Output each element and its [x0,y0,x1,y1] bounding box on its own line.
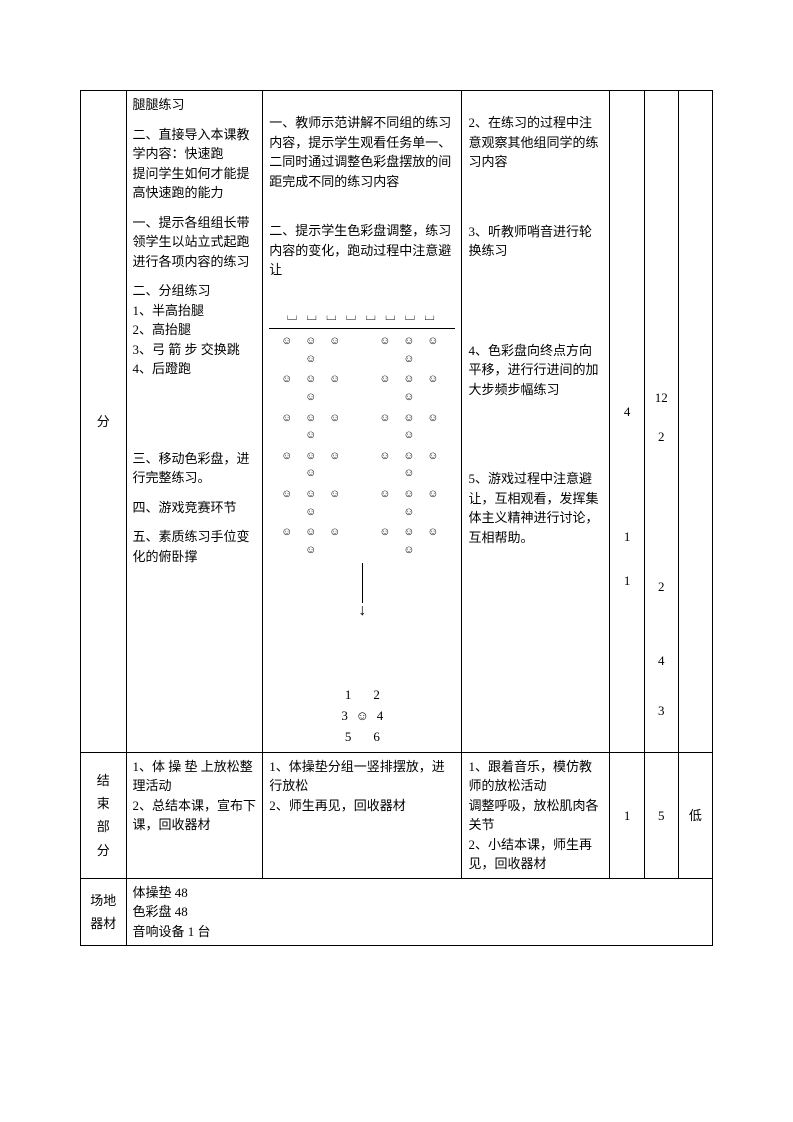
act-p5: 四、游戏竞赛环节 [133,498,257,518]
section-label-end: 结束部分 [81,752,127,878]
page: 分 腿腿练习 二、直接导入本课教学内容：快速跑提问学生如何才能提高快速跑的能力 … [0,0,793,1122]
min-2: 2 [651,427,672,447]
student-p4: 5、游戏过程中注意避让，互相观看，发挥集体主义精神进行讨论，互相帮助。 [468,469,603,547]
pos-5: 5 [337,727,359,748]
table-row-equipment: 场地器材 体操垫 48色彩盘 48音响设备 1 台 [81,878,713,946]
end-intensity: 低 [678,752,712,878]
teacher-p1: 一、教师示范讲解不同组的练习内容，提示学生观看任务单一、二同时通过调整色彩盘摆放… [269,113,455,191]
section-label-main: 分 [81,91,127,753]
cell-activities: 腿腿练习 二、直接导入本课教学内容：快速跑提问学生如何才能提高快速跑的能力 一、… [126,91,263,753]
teacher-p2: 二、提示学生色彩盘调整，练习内容的变化，跑动过程中注意避让 [269,221,455,280]
pos-3: 3 [334,706,356,727]
cell-student: 2、在练习的过程中注意观察其他组同学的练习内容 3、听教师哨音进行轮换练习 4、… [462,91,610,753]
equipment-label: 场地器材 [81,878,127,946]
cell-minutes: 12 2 2 4 3 [644,91,678,753]
arrow-down: ↓ [269,563,455,619]
center-face: ☺ [356,708,369,723]
times-3: 1 [616,571,637,591]
equipment-content: 体操垫 48色彩盘 48音响设备 1 台 [126,878,712,946]
section-label-text: 分 [97,414,110,429]
end-student: 1、跟着音乐，模仿教师的放松活动调整呼吸，放松肌肉各关节2、小结本课，师生再见，… [462,752,610,878]
end-teacher: 1、体操垫分组一竖排摆放，进行放松2、师生再见，回收器材 [263,752,462,878]
act-p2: 一、提示各组组长带领学生以站立式起跑进行各项内容的练习 [133,213,257,272]
pos-6: 6 [366,727,388,748]
min-5: 3 [651,701,672,721]
pos-2: 2 [366,685,388,706]
student-p3: 4、色彩盘向终点方向平移，进行行进间的加大步频步幅练习 [468,341,603,400]
end-minutes: 5 [644,752,678,878]
table-row-end: 结束部分 1、体 操 垫 上放松整理活动2、总结本课，宣布下课，回收器材 1、体… [81,752,713,878]
act-p3: 二、分组练习1、半高抬腿2、高抬腿3、弓 箭 步 交换跳4、后蹬跑 [133,281,257,379]
cell-intensity-main [678,91,712,753]
cups-row: ⌴ ⌴ ⌴ ⌴ ⌴ ⌴ ⌴ ⌴ [269,306,455,327]
times-1: 4 [616,402,637,422]
student-p2: 3、听教师哨音进行轮换练习 [468,222,603,261]
student-p1: 2、在练习的过程中注意观察其他组同学的练习内容 [468,113,603,172]
min-1: 12 [651,388,672,408]
min-4: 4 [651,651,672,671]
cell-times: 4 1 1 [610,91,644,753]
position-grid: 1 2 3☺4 5 6 [269,685,455,747]
cell-teacher: 一、教师示范讲解不同组的练习内容，提示学生观看任务单一、二同时通过调整色彩盘摆放… [263,91,462,753]
pos-1: 1 [337,685,359,706]
formation-diagram: ⌴ ⌴ ⌴ ⌴ ⌴ ⌴ ⌴ ⌴ ☺ ☺ ☺ ☺ ☺ ☺ ☺ ☺ ☺ ☺ ☺ ☺ … [269,306,455,620]
student-grid: ☺ ☺ ☺ ☺ ☺ ☺ ☺ ☺ ☺ ☺ ☺ ☺ ☺ ☺ ☺ ☺ ☺ ☺ ☺ ☺ … [269,333,455,559]
table-row-main: 分 腿腿练习 二、直接导入本课教学内容：快速跑提问学生如何才能提高快速跑的能力 … [81,91,713,753]
lesson-plan-table: 分 腿腿练习 二、直接导入本课教学内容：快速跑提问学生如何才能提高快速跑的能力 … [80,90,713,946]
act-p1: 二、直接导入本课教学内容：快速跑提问学生如何才能提高快速跑的能力 [133,125,257,203]
end-times: 1 [610,752,644,878]
times-2: 1 [616,527,637,547]
pos-4: 4 [369,706,391,727]
min-3: 2 [651,577,672,597]
end-activities: 1、体 操 垫 上放松整理活动2、总结本课，宣布下课，回收器材 [126,752,263,878]
act-p0: 腿腿练习 [133,95,257,115]
act-p4: 三、移动色彩盘，进行完整练习。 [133,449,257,488]
act-p6: 五、素质练习手位变化的俯卧撑 [133,527,257,566]
